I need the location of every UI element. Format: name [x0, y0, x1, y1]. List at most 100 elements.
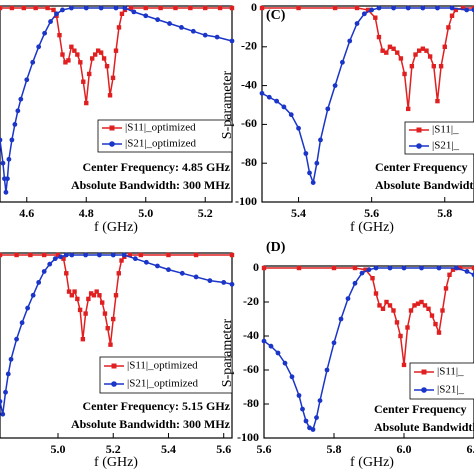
- marker: [453, 7, 458, 13]
- marker: [384, 299, 389, 305]
- marker: [12, 122, 18, 127]
- marker: [36, 280, 42, 285]
- panel-label: (C): [266, 8, 286, 23]
- legend-swatch: [109, 125, 115, 131]
- marker: [193, 252, 199, 258]
- marker: [188, 5, 193, 11]
- marker: [380, 48, 385, 53]
- marker: [121, 252, 127, 258]
- marker: [9, 5, 15, 11]
- x-axis-label: f (GHz): [94, 455, 138, 470]
- marker: [80, 336, 86, 342]
- x-tick-label: 5.6: [364, 206, 379, 220]
- marker: [307, 170, 312, 176]
- marker: [331, 265, 337, 271]
- marker: [347, 38, 353, 44]
- legend-swatch: [421, 387, 427, 393]
- marker: [190, 28, 196, 34]
- marker: [363, 267, 368, 272]
- marker: [42, 30, 48, 36]
- marker: [229, 281, 235, 287]
- x-tick-label: 5.6: [216, 442, 231, 456]
- annotation: Absolute Bandwidth: [374, 420, 474, 434]
- marker: [107, 93, 113, 98]
- x-tick-label: 5.6: [257, 442, 272, 456]
- marker: [424, 48, 429, 53]
- marker: [398, 333, 403, 339]
- marker: [373, 15, 378, 20]
- series: [261, 265, 474, 368]
- marker: [310, 180, 316, 186]
- marker: [261, 338, 267, 344]
- marker: [91, 293, 97, 298]
- marker: [324, 367, 330, 373]
- marker: [66, 289, 72, 294]
- marker: [471, 265, 474, 271]
- marker: [359, 270, 365, 276]
- marker: [426, 306, 431, 311]
- marker: [0, 137, 3, 143]
- marker: [81, 79, 86, 84]
- plot-frame: [261, 5, 474, 203]
- marker: [0, 5, 3, 11]
- marker: [113, 48, 119, 53]
- marker: [377, 303, 382, 308]
- marker: [454, 265, 459, 271]
- marker: [391, 308, 396, 313]
- marker: [98, 50, 104, 55]
- marker: [464, 7, 470, 13]
- marker: [5, 371, 11, 377]
- marker: [217, 5, 223, 11]
- marker: [440, 308, 445, 313]
- marker: [380, 306, 386, 311]
- marker: [143, 259, 149, 265]
- series: [0, 5, 235, 195]
- marker: [203, 5, 208, 11]
- marker: [457, 265, 463, 271]
- x-axis-label: f (GHz): [350, 220, 394, 235]
- marker: [387, 44, 393, 49]
- marker: [166, 267, 171, 273]
- marker: [15, 108, 21, 114]
- marker: [332, 5, 338, 11]
- marker: [75, 52, 80, 57]
- marker: [471, 7, 474, 13]
- series: [259, 5, 474, 186]
- x-axis-label: f (GHz): [94, 220, 138, 235]
- legend-swatch: [109, 141, 115, 147]
- marker: [173, 5, 178, 11]
- marker: [143, 5, 148, 11]
- marker: [384, 50, 389, 55]
- marker: [443, 286, 449, 291]
- marker: [229, 5, 235, 11]
- marker: [303, 151, 309, 156]
- x-tick-label: 5.4: [291, 206, 306, 220]
- x-tick-label: 5.0: [138, 206, 153, 220]
- y-tick-label: 0: [253, 260, 259, 274]
- marker: [57, 32, 62, 38]
- marker: [314, 160, 320, 166]
- marker: [202, 32, 208, 38]
- marker: [365, 7, 371, 13]
- legend-swatch: [416, 127, 422, 133]
- marker: [143, 13, 149, 19]
- marker: [449, 5, 455, 11]
- y-tick-label: 0: [251, 0, 257, 14]
- marker: [55, 252, 61, 258]
- marker: [352, 280, 358, 286]
- marker: [402, 71, 407, 77]
- marker: [446, 25, 451, 30]
- plot-frame: [263, 265, 474, 439]
- marker: [127, 252, 133, 258]
- marker: [366, 267, 372, 273]
- y-tick-label: -20: [243, 294, 259, 308]
- marker: [391, 46, 396, 51]
- marker: [289, 374, 295, 380]
- marker: [401, 362, 407, 368]
- marker: [420, 5, 426, 11]
- marker: [5, 176, 10, 182]
- marker: [3, 389, 8, 395]
- marker: [60, 7, 65, 13]
- legend-marker: [416, 143, 422, 149]
- marker: [303, 418, 309, 424]
